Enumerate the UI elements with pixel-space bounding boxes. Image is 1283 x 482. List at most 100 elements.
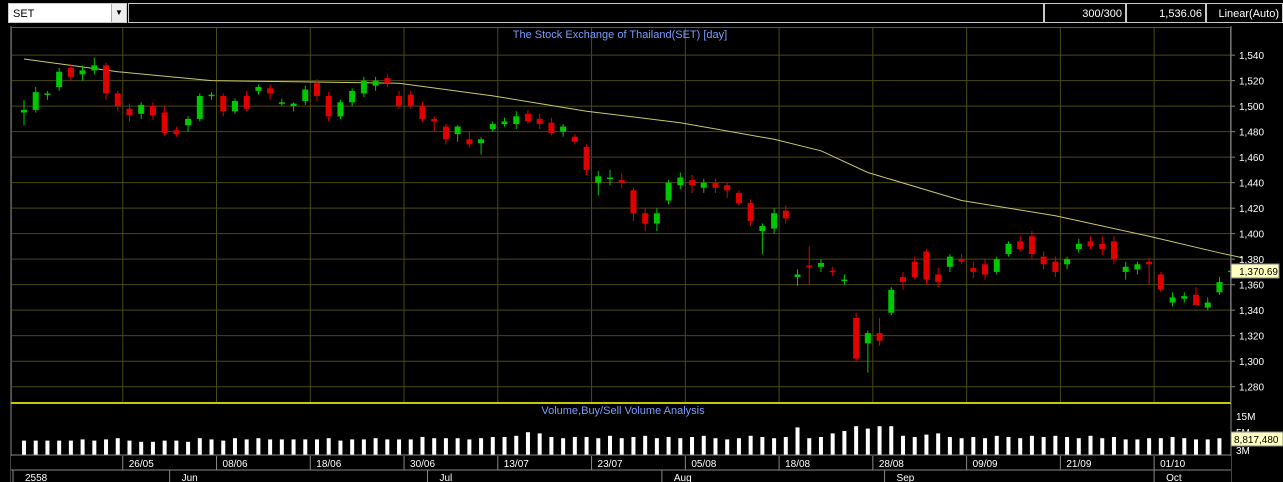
candle-body: [1134, 264, 1141, 270]
volume-bar: [92, 440, 97, 455]
month-label: Aug: [674, 473, 692, 482]
month-label: Sep: [897, 473, 915, 482]
volume-bar: [127, 440, 132, 455]
candle-body: [44, 93, 51, 95]
chevron-down-icon[interactable]: ▼: [111, 4, 126, 22]
price-tick-label: 1,320: [1239, 332, 1264, 343]
candle-body: [630, 190, 637, 214]
candle-body: [560, 126, 567, 132]
date-tick-label: 01/10: [1160, 459, 1185, 470]
candle-body: [325, 95, 332, 117]
volume-bar: [68, 440, 73, 455]
price-tick-label: 1,360: [1239, 281, 1264, 292]
volume-bar: [1205, 439, 1210, 455]
volume-bar: [572, 437, 577, 455]
date-tick-label: 21/09: [1066, 459, 1091, 470]
candle-body: [724, 185, 731, 191]
candle-body: [618, 180, 625, 183]
date-tick-label: 08/06: [223, 459, 248, 470]
candle-body: [185, 118, 192, 126]
last-volume-label: 8,817,480: [1234, 435, 1279, 446]
volume-bar: [596, 438, 601, 455]
candle-body: [114, 93, 121, 107]
candle-body: [138, 104, 145, 114]
volume-bar: [139, 441, 144, 455]
price-tick-label: 1,340: [1239, 306, 1264, 317]
candle-body: [243, 95, 250, 109]
candle-body: [32, 92, 39, 110]
volume-bar: [666, 437, 671, 455]
candle-body: [548, 122, 555, 133]
volume-bar: [983, 438, 988, 455]
price-grid: [12, 28, 1230, 402]
candle-body: [478, 139, 485, 144]
volume-bar: [420, 437, 425, 455]
volume-bar: [385, 439, 390, 455]
candle-body: [911, 261, 918, 278]
candle-body: [337, 102, 344, 117]
candle-body: [817, 262, 824, 267]
candle-body: [1110, 241, 1117, 260]
volume-bar: [748, 435, 753, 455]
volume-bar: [350, 439, 355, 455]
volume-bar: [315, 439, 319, 455]
candle-body: [161, 112, 168, 133]
volume-bar: [408, 439, 413, 455]
bar-count: 300/300: [1044, 3, 1126, 23]
volume-bar: [818, 437, 823, 455]
volume-bar: [115, 438, 120, 455]
candle-body: [806, 265, 813, 268]
price-tick-label: 1,520: [1239, 77, 1264, 88]
last-price-label: 1,370.69: [1239, 267, 1278, 278]
date-tick-label: 18/08: [785, 459, 810, 470]
volume-bar: [1065, 437, 1070, 455]
toolbar: SET ▼ 300/300 1,536.06 Linear(Auto): [0, 0, 1283, 26]
candle-body: [653, 213, 660, 224]
volume-bar: [174, 440, 179, 455]
volume-bar: [397, 439, 402, 455]
volume-bar: [432, 438, 437, 455]
date-tick-label: 18/06: [316, 459, 341, 470]
candle-body: [21, 109, 27, 113]
symbol-select[interactable]: SET ▼: [8, 3, 127, 23]
candle-body: [1216, 282, 1223, 293]
volume-bar: [244, 439, 249, 455]
candle-body: [267, 88, 274, 94]
volume-bar: [45, 440, 50, 455]
volume-bar: [912, 437, 917, 455]
candle-body: [1099, 243, 1106, 249]
candle-body: [103, 65, 110, 94]
candle-body: [689, 180, 696, 186]
volume-bar: [303, 439, 308, 455]
candle-body: [501, 121, 508, 124]
range-field: [128, 3, 1044, 23]
candle-body: [255, 87, 262, 91]
price-chart-title: The Stock Exchange of Thailand(SET) [day…: [513, 29, 727, 41]
moving-average-line: [23, 58, 1244, 259]
candle-body: [970, 268, 977, 272]
candle-body: [79, 70, 86, 75]
date-tick-label: 13/07: [504, 459, 529, 470]
candle-body: [1017, 241, 1024, 249]
candle-body: [349, 90, 356, 103]
candle-body: [231, 101, 238, 112]
candle-body: [1087, 241, 1094, 247]
volume-bar: [525, 432, 530, 455]
volume-bar: [619, 438, 624, 455]
candle-body: [1064, 259, 1071, 265]
date-tick-label: 30/06: [410, 459, 435, 470]
price-tick-label: 1,400: [1239, 230, 1264, 241]
volume-bar: [279, 439, 284, 455]
candle-body: [771, 213, 778, 229]
candle-body: [126, 108, 133, 116]
volume-bar: [1006, 437, 1011, 455]
candle-body: [173, 130, 180, 135]
candle-body: [1157, 274, 1164, 290]
month-label: Jun: [182, 473, 198, 482]
candle-body: [384, 78, 391, 84]
volume-bar: [678, 438, 683, 455]
last-price-box: [1230, 263, 1280, 279]
scale-mode[interactable]: Linear(Auto): [1206, 3, 1283, 23]
price-tick-label: 1,460: [1239, 153, 1264, 164]
candle-body: [360, 80, 367, 94]
